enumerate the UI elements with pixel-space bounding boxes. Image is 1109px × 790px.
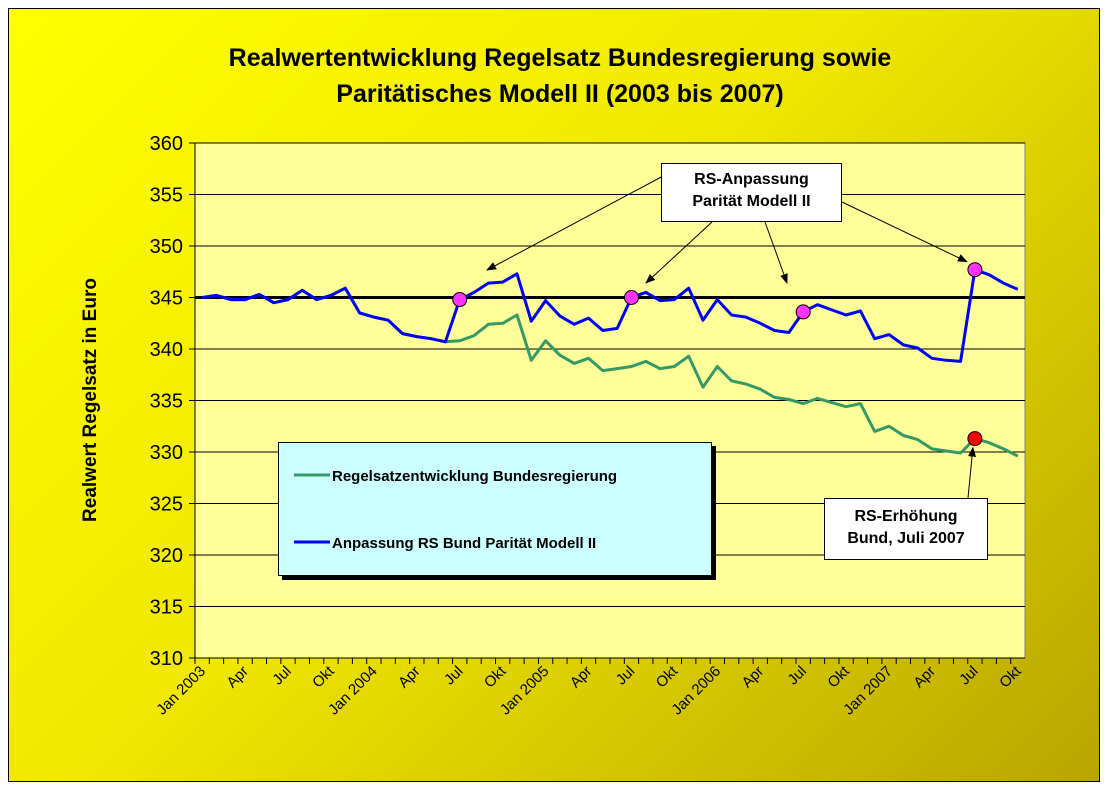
- x-tick-label: Jul: [441, 663, 467, 689]
- y-tick-label: 355: [150, 185, 183, 207]
- legend: [278, 442, 712, 576]
- x-tick-label: Okt: [824, 662, 853, 691]
- x-tick-label: Jul: [613, 663, 639, 689]
- x-tick-label: Apr: [395, 663, 424, 692]
- highlight-marker: [623, 290, 639, 305]
- highlight-marker: [967, 262, 983, 278]
- y-tick-label: 340: [150, 339, 183, 361]
- y-tick-label: 315: [150, 597, 183, 619]
- y-tick-label: 320: [150, 545, 183, 567]
- y-tick-label: 345: [150, 288, 183, 310]
- x-tick-label: Jul: [784, 663, 810, 689]
- x-tick-label: Apr: [739, 663, 768, 692]
- x-tick-label: Okt: [309, 662, 338, 691]
- highlight-marker: [967, 431, 983, 447]
- annotation-arrow: [764, 221, 788, 284]
- x-tick-label: Apr: [910, 663, 939, 692]
- x-tick-label: Jul: [269, 663, 295, 689]
- x-tick-label: Jan 2003: [153, 663, 209, 719]
- chart-title: Realwertentwicklung Regelsatz Bundesregi…: [228, 44, 892, 108]
- x-tick-label: Okt: [481, 662, 510, 691]
- annotation-arrow: [645, 221, 713, 284]
- annotation-arrow: [967, 446, 977, 499]
- annotation-arrow: [486, 174, 666, 271]
- y-tick-label: 310: [150, 648, 183, 670]
- annotation-arrow: [841, 201, 968, 263]
- annotation: RS-Erhöhung Bund, Juli 2007: [824, 498, 988, 560]
- annotation: RS-Anpassung Parität Modell II: [661, 163, 842, 222]
- x-tick-label: Apr: [567, 663, 596, 692]
- highlight-marker: [452, 292, 468, 308]
- y-tick-label: 330: [150, 442, 183, 464]
- y-tick-label: 350: [150, 236, 183, 258]
- series-line: [201, 268, 1019, 363]
- highlight-marker: [795, 304, 811, 320]
- x-tick-label: Okt: [653, 662, 682, 691]
- x-tick-label: Okt: [996, 662, 1025, 691]
- y-axis-label: Realwert Regelsatz in Euro: [80, 278, 101, 522]
- y-tick-label: 325: [150, 494, 183, 516]
- y-tick-label: 335: [150, 391, 183, 413]
- y-tick-label: 360: [150, 133, 183, 155]
- x-tick-label: Jul: [956, 663, 982, 689]
- x-tick-label: Apr: [223, 663, 252, 692]
